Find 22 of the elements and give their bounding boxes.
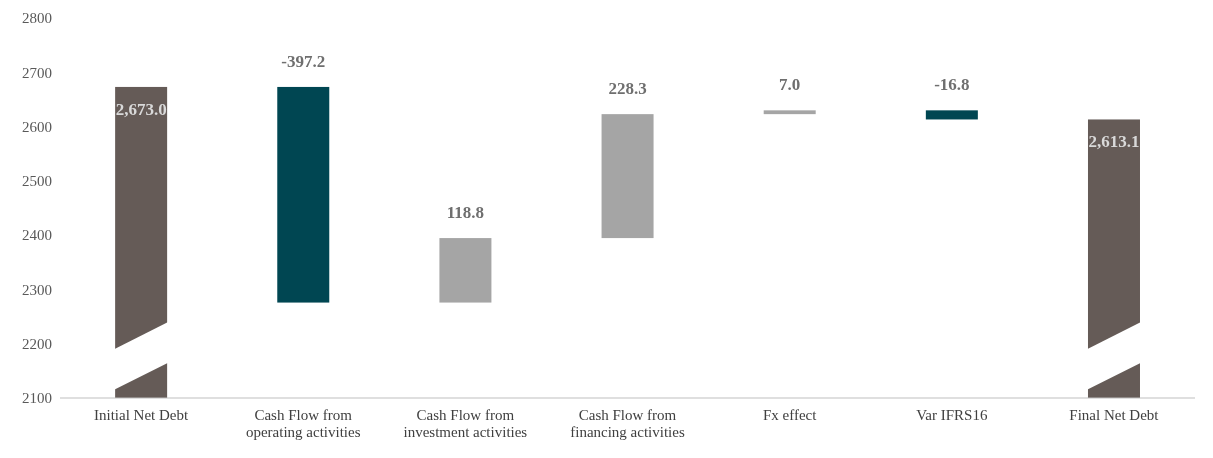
data-label: 118.8 [446, 203, 485, 223]
x-tick-label: Cash Flow from operating activities [245, 407, 361, 440]
x-tick-label: Initial Net Debt [94, 407, 189, 423]
y-tick-label: 2500 [22, 173, 52, 190]
x-tick-label: Fx effect [762, 407, 818, 423]
y-tick-label: 2600 [22, 118, 52, 135]
data-label: 2,613.1 [1088, 132, 1140, 152]
data-label: -16.8 [934, 75, 970, 95]
y-tick-label: 2200 [22, 336, 52, 353]
x-tick-label: Var IFRS16 [916, 407, 988, 423]
data-label: 7.0 [779, 75, 801, 95]
data-label: 228.3 [608, 79, 647, 99]
y-tick-label: 2400 [22, 227, 52, 244]
x-tick-label: Cash Flow from financing activities [570, 407, 685, 440]
y-tick-label: 2800 [22, 10, 52, 27]
x-tick-label: Final Net Debt [1069, 407, 1160, 423]
data-label: 2,673.0 [115, 99, 167, 119]
x-tick-label: Cash Flow from investment activities [403, 407, 528, 440]
y-tick-label: 2100 [22, 390, 52, 407]
data-label: -397.2 [281, 51, 326, 71]
y-tick-label: 2300 [22, 281, 52, 298]
y-tick-label: 2700 [22, 64, 52, 81]
